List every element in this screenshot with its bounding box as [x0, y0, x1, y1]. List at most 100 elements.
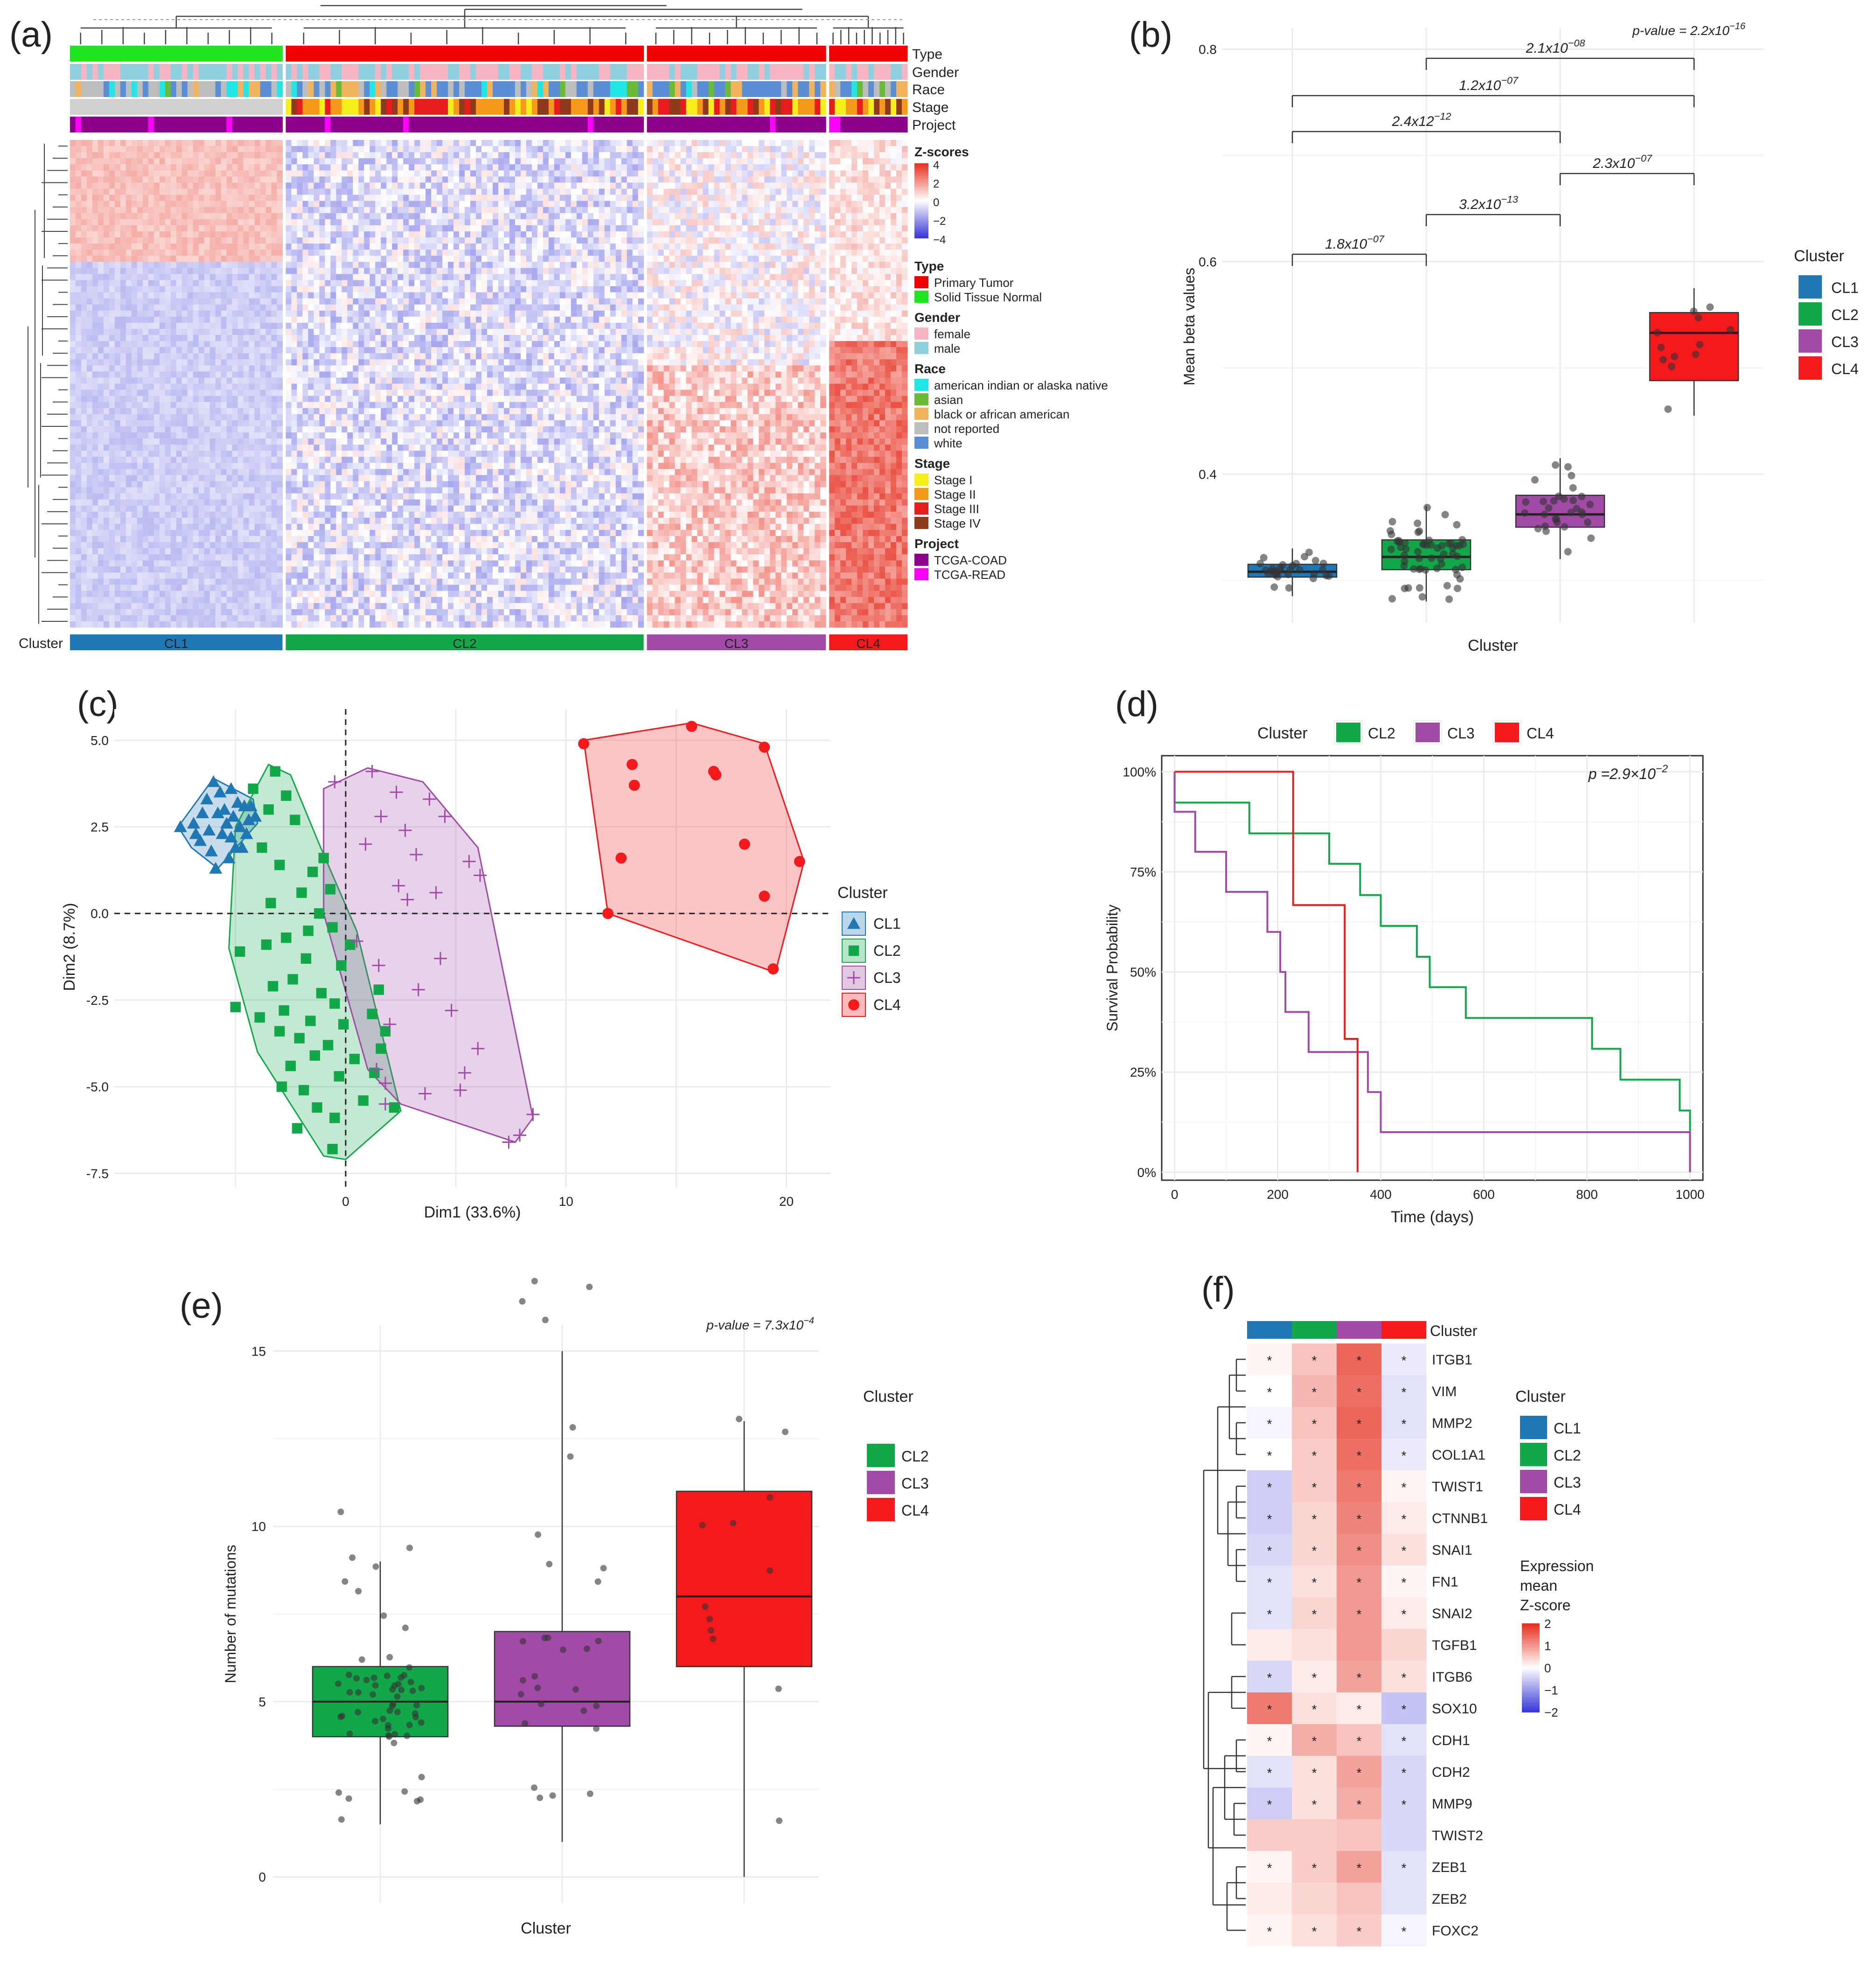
heatmap-cell [249, 390, 255, 397]
annotation-cell-stage [153, 99, 160, 115]
heatmap-cell [286, 572, 292, 579]
heatmap-cell [131, 548, 138, 555]
heatmap-cell [165, 316, 171, 323]
heatmap-cell [237, 316, 244, 323]
heatmap-cell [165, 536, 171, 543]
annotation-cell-stage [325, 99, 331, 115]
heatmap-cell [226, 262, 233, 268]
heatmap-cell [386, 298, 392, 305]
heatmap-cell [70, 274, 76, 280]
heatmap-cell [375, 426, 381, 433]
heatmap-cell [159, 383, 166, 390]
heatmap-cell [358, 560, 364, 567]
heatmap-cell [265, 475, 272, 481]
heatmap-cell [204, 469, 210, 475]
annotation-cell-project [237, 117, 244, 132]
heatmap-cell [75, 164, 82, 171]
heatmap-cell [165, 219, 171, 226]
heatmap-cell [342, 597, 348, 604]
heatmap-cell [243, 207, 250, 214]
heatmap-cell [70, 365, 76, 372]
heatmap-cell [165, 572, 171, 579]
heatmap-cell [165, 493, 171, 500]
heatmap-cell [347, 341, 353, 348]
heatmap-cell [386, 262, 392, 268]
heatmap-cell [131, 140, 138, 146]
heatmap-cell [386, 420, 392, 427]
heatmap-cell [159, 195, 166, 202]
heatmap-cell [98, 548, 104, 555]
heatmap-cell [75, 262, 82, 268]
heatmap-cell [142, 560, 149, 567]
heatmap-cell [243, 584, 250, 591]
heatmap-cell [226, 286, 233, 293]
heatmap-cell [226, 420, 233, 427]
heatmap-cell [370, 554, 376, 561]
heatmap-cell [249, 566, 255, 573]
heatmap-cell [342, 523, 348, 530]
heatmap-cell [92, 225, 98, 232]
heatmap-cell [325, 560, 331, 567]
heatmap-cell [286, 554, 292, 561]
heatmap-cell [92, 371, 98, 378]
heatmap-cell [265, 140, 272, 146]
annotation-cell-project [126, 117, 132, 132]
heatmap-cell [260, 523, 266, 530]
heatmap-cell [109, 457, 115, 463]
heatmap-cell [358, 335, 364, 341]
heatmap-cell [302, 523, 308, 530]
heatmap-cell [302, 511, 308, 518]
heatmap-cell [249, 603, 255, 610]
heatmap-cell [358, 219, 364, 226]
heatmap-cell [204, 256, 210, 262]
heatmap-cell [81, 603, 87, 610]
heatmap-cell [165, 188, 171, 195]
heatmap-cell [232, 176, 238, 183]
heatmap-cell [137, 609, 143, 616]
heatmap-cell [353, 438, 359, 445]
heatmap-cell [336, 280, 342, 286]
heatmap-cell [358, 621, 364, 628]
heatmap-cell [330, 176, 336, 183]
heatmap-cell [170, 304, 177, 311]
heatmap-cell [325, 201, 331, 208]
heatmap-cell [131, 219, 138, 226]
heatmap-cell [308, 438, 314, 445]
heatmap-cell [181, 451, 188, 457]
heatmap-cell [254, 140, 261, 146]
heatmap-cell [358, 316, 364, 323]
heatmap-cell [226, 505, 233, 512]
heatmap-cell [325, 578, 331, 585]
heatmap-cell [325, 304, 331, 311]
heatmap-cell [336, 451, 342, 457]
heatmap-cell [375, 536, 381, 543]
heatmap-cell [221, 493, 227, 500]
heatmap-cell [114, 523, 121, 530]
annotation-cell-race [392, 81, 398, 97]
heatmap-cell [347, 262, 353, 268]
heatmap-cell [148, 463, 154, 469]
heatmap-cell [75, 426, 82, 433]
heatmap-cell [170, 505, 177, 512]
heatmap-cell [308, 250, 314, 256]
heatmap-cell [297, 548, 303, 555]
heatmap-cell [297, 164, 303, 171]
heatmap-cell [271, 390, 277, 397]
heatmap-cell [392, 451, 398, 457]
heatmap-cell [142, 396, 149, 403]
heatmap-cell [308, 572, 314, 579]
heatmap-cell [165, 231, 171, 238]
heatmap-cell [353, 469, 359, 475]
heatmap-cell [142, 335, 149, 341]
heatmap-cell [170, 286, 177, 293]
heatmap-cell [221, 390, 227, 397]
heatmap-cell [221, 341, 227, 348]
heatmap-cell [308, 469, 314, 475]
annotation-cell-project [254, 117, 261, 132]
heatmap-cell [187, 554, 194, 561]
heatmap-cell [120, 316, 126, 323]
heatmap-cell [92, 207, 98, 214]
heatmap-cell [237, 432, 244, 439]
heatmap-cell [297, 445, 303, 451]
heatmap-cell [271, 481, 277, 488]
